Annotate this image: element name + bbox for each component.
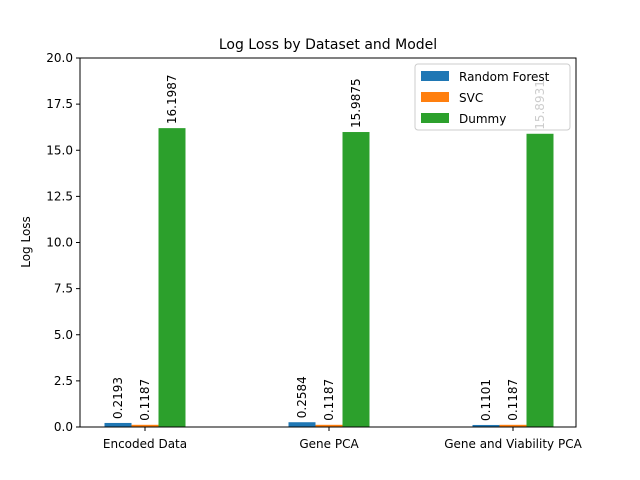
legend-swatch bbox=[421, 71, 449, 81]
legend-swatch bbox=[421, 92, 449, 102]
bar-random-forest-1 bbox=[104, 422, 132, 427]
y-tick-label: 5.0 bbox=[54, 328, 73, 342]
data-label: 0.1187 bbox=[506, 379, 520, 421]
y-tick-label: 7.5 bbox=[54, 282, 73, 296]
y-axis-label: Log Loss bbox=[19, 216, 33, 268]
bar-dummy-2 bbox=[342, 132, 370, 427]
legend-entry: SVC bbox=[459, 91, 483, 105]
bar-svc-2 bbox=[315, 424, 343, 427]
y-tick-label: 15.0 bbox=[46, 143, 73, 157]
legend-entry: Dummy bbox=[459, 112, 506, 126]
y-tick-label: 12.5 bbox=[46, 189, 73, 203]
bar-svc-1 bbox=[131, 424, 159, 427]
y-tick-label: 2.5 bbox=[54, 374, 73, 388]
data-label: 0.2193 bbox=[111, 377, 125, 419]
bar-dummy-1 bbox=[158, 128, 186, 428]
legend-box bbox=[414, 63, 571, 131]
legend-swatch bbox=[421, 113, 449, 123]
y-tick-label: 17.5 bbox=[46, 97, 73, 111]
legend: Random Forest SVC Dummy bbox=[414, 63, 571, 131]
plot-area: 0.2193 0.2584 0.1101 0.1187 0.1187 0.1187 16.1… bbox=[46, 51, 582, 451]
legend-entry: Random Forest bbox=[459, 70, 550, 84]
bar-svc-3 bbox=[499, 424, 527, 427]
x-tick-label: Encoded Data bbox=[103, 437, 187, 451]
bar-dummy-3 bbox=[526, 133, 554, 427]
data-label: 0.1187 bbox=[322, 379, 336, 421]
x-tick-label: Gene PCA bbox=[299, 437, 359, 451]
y-tick-label: 10.0 bbox=[46, 236, 73, 250]
bar-random-forest-3 bbox=[472, 424, 500, 427]
y-tick-label: 20.0 bbox=[46, 51, 73, 65]
chart-title: Log Loss by Dataset and Model bbox=[219, 37, 437, 53]
data-label: 0.1187 bbox=[138, 379, 152, 421]
bar-random-forest-2 bbox=[288, 422, 316, 427]
data-label: 16.1987 bbox=[165, 75, 179, 125]
data-label: 0.2584 bbox=[295, 376, 309, 418]
x-tick-label: Gene and Viability PCA bbox=[444, 437, 582, 451]
y-tick-label: 0.0 bbox=[54, 420, 73, 434]
data-label: 0.1101 bbox=[479, 379, 493, 421]
data-label: 15.9875 bbox=[349, 78, 363, 128]
